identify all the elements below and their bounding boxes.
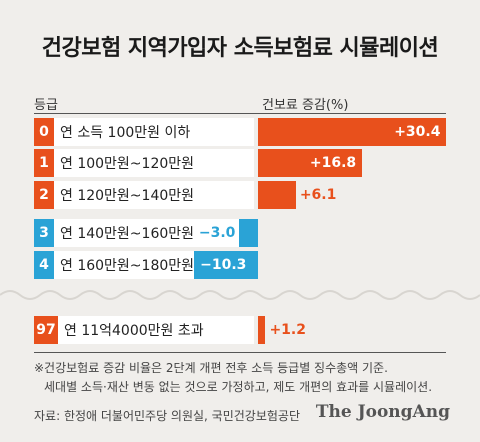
change-header: 건보료 증감(%): [262, 98, 349, 113]
footnote-line-1: ※건강보험료 증감 비율은 2단계 개편 전후 소득 등급별 징수총액 기준.: [34, 361, 388, 375]
grade-badge: 1: [34, 149, 54, 177]
value-bar: [194, 251, 258, 279]
value-bar: [258, 316, 266, 344]
category-row: 2 연 120만원~140만원: [34, 181, 254, 209]
axis-break-wave: [0, 290, 480, 306]
value-bar: [258, 118, 447, 146]
category-label: 연 11억4000만원 초과: [64, 323, 204, 339]
category-row: 1 연 100만원~120만원: [34, 149, 254, 177]
value-bar: [258, 149, 363, 177]
brand-logo: The JoongAng: [315, 402, 450, 422]
category-row: 97 연 11억4000만원 초과: [34, 316, 254, 344]
source-text: 자료: 한정애 더불어민주당 의원실, 국민건강보험공단: [34, 409, 300, 423]
bottom-rule: [34, 352, 446, 353]
header-rule: [34, 113, 446, 114]
category-label: 연 120만원~140만원: [60, 188, 195, 204]
category-label: 연 100만원~120만원: [60, 156, 195, 172]
value-label: +16.8: [309, 155, 357, 171]
grade-badge: 0: [34, 118, 54, 146]
category-label: 연 140만원~160만원: [60, 226, 195, 242]
category-row: 3 연 140만원~160만원: [34, 219, 254, 247]
value-label: −3.0: [198, 225, 236, 241]
value-bar: [239, 219, 258, 247]
value-bar: [258, 181, 296, 209]
value-label: −10.3: [200, 257, 247, 273]
grade-header: 등급: [34, 98, 58, 113]
category-label: 연 소득 100만원 이하: [60, 125, 191, 141]
category-label: 연 160만원~180만원: [60, 258, 195, 274]
footnote: ※건강보험료 증감 비율은 2단계 개편 전후 소득 등급별 징수총액 기준. …: [34, 359, 432, 397]
grade-badge: 97: [34, 316, 58, 344]
chart-title: 건강보험 지역가입자 소득보험료 시뮬레이션: [41, 36, 439, 61]
value-label: +6.1: [299, 187, 337, 203]
grade-badge: 4: [34, 251, 54, 279]
value-label: +30.4: [394, 124, 441, 140]
grade-badge: 3: [34, 219, 54, 247]
value-label: +1.2: [269, 322, 306, 338]
footnote-line-2: 세대별 소득·재산 변동 없는 것으로 가정하고, 제도 개편의 효과를 시뮬레…: [44, 380, 433, 394]
grade-badge: 2: [34, 181, 54, 209]
category-row: 0 연 소득 100만원 이하: [34, 118, 254, 146]
